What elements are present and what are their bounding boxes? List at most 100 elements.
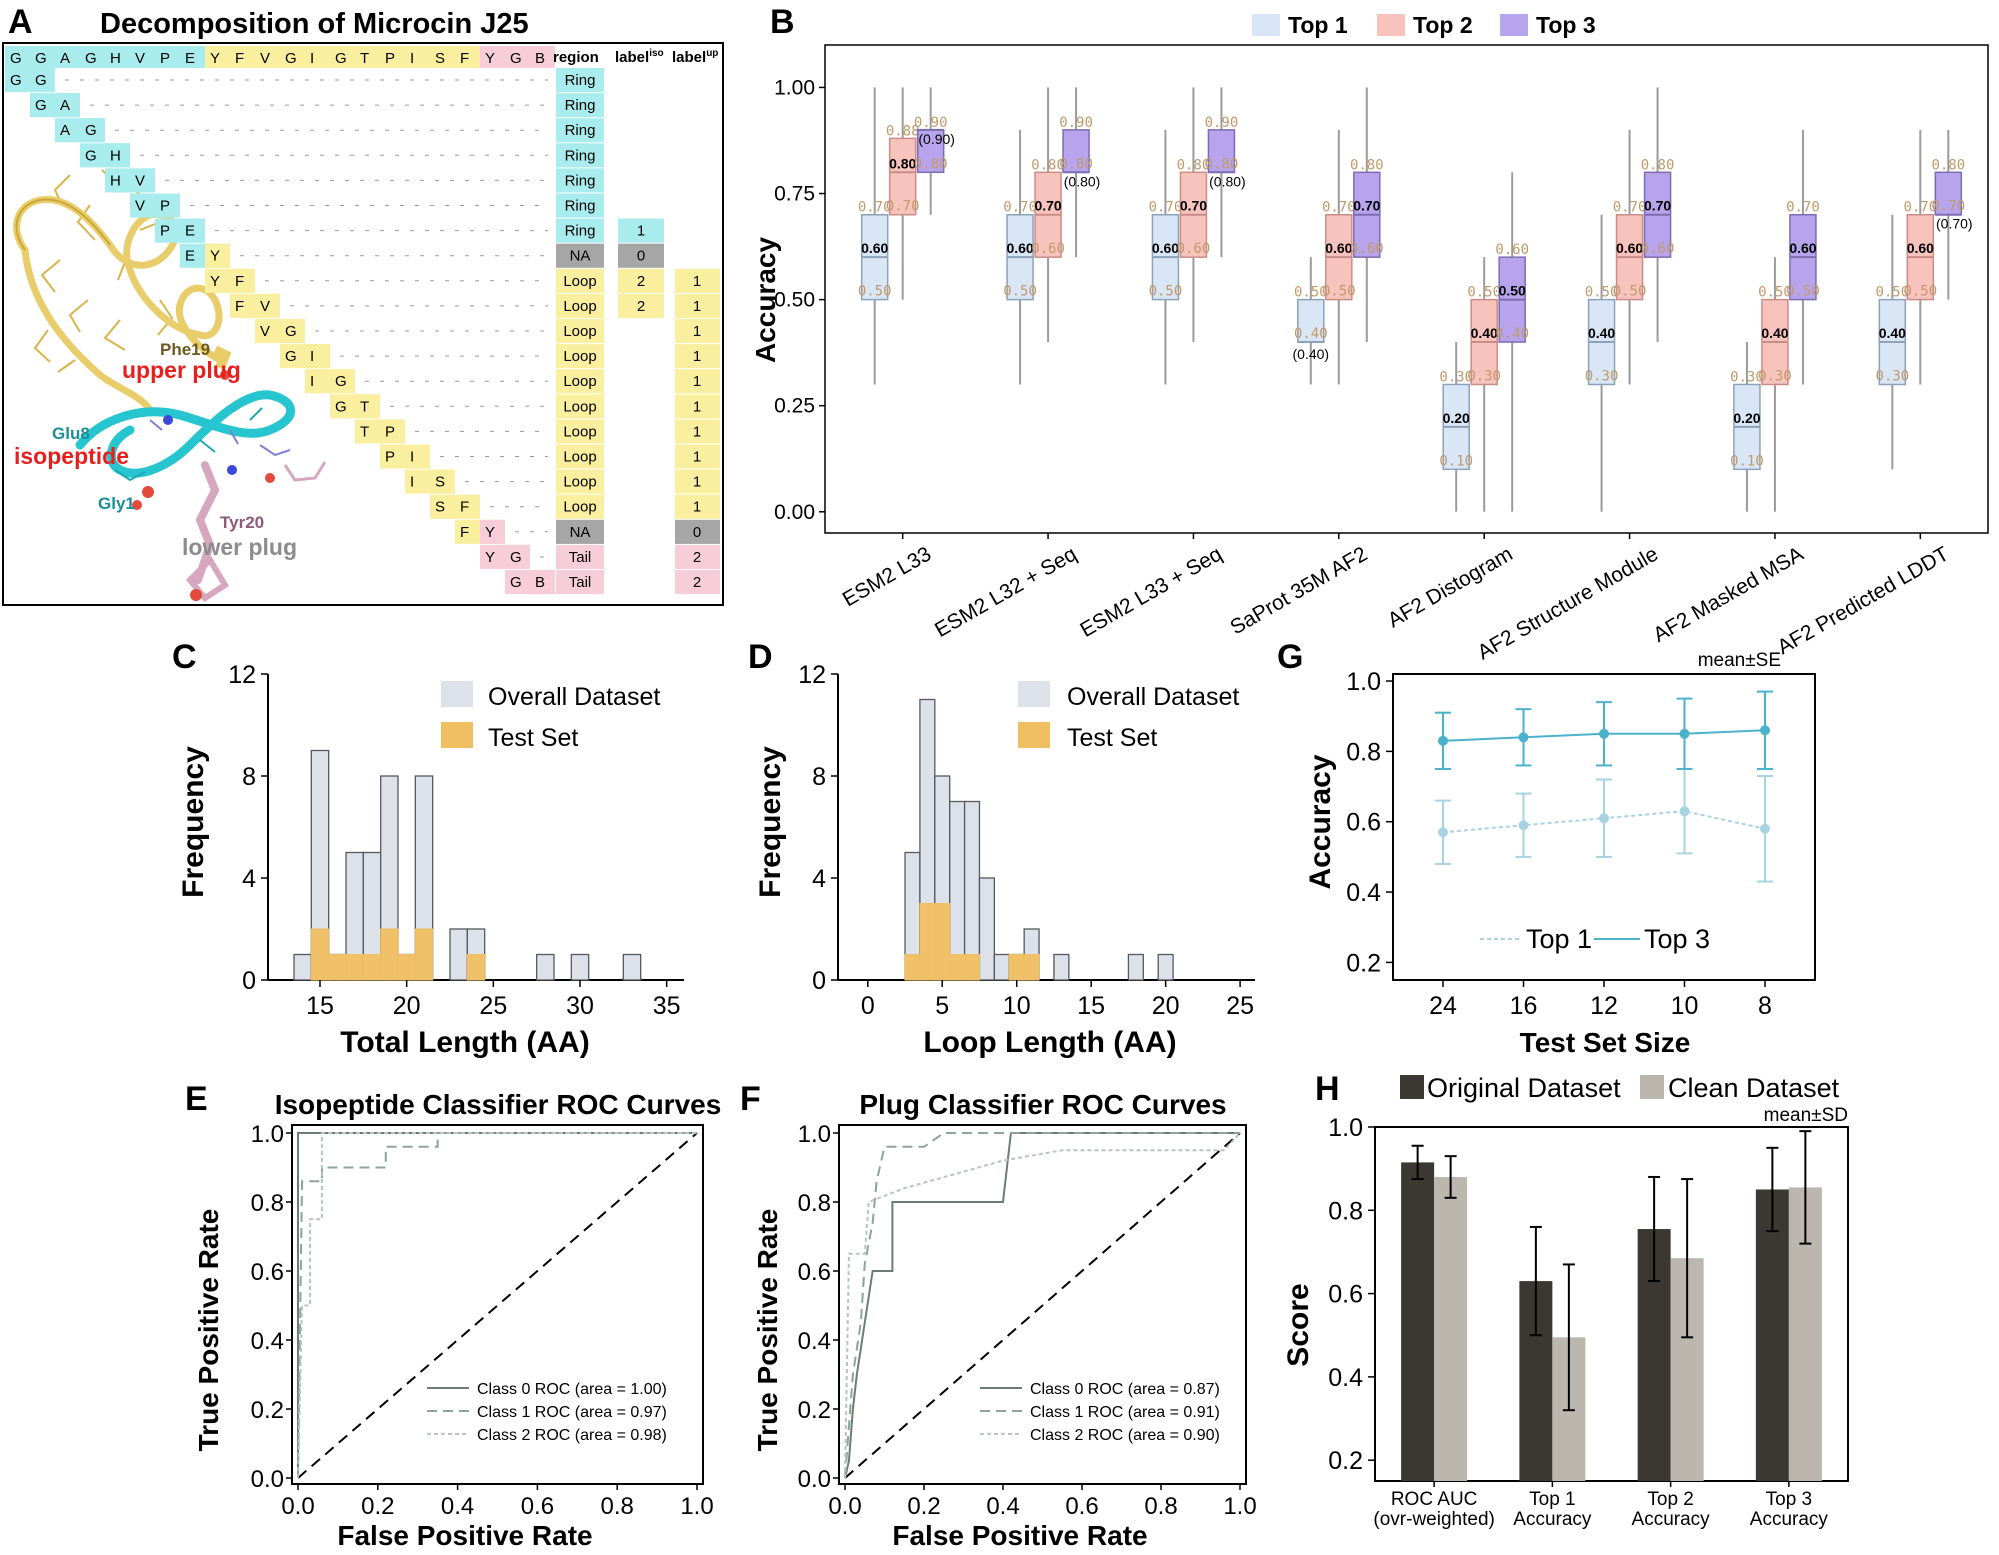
pair-cell [530, 570, 555, 595]
y-tick-label: 0 [812, 967, 826, 995]
y-tick-label: 0.50 [774, 289, 815, 312]
pair-residue-2: E [185, 223, 195, 240]
region-label: Tail [569, 574, 592, 591]
q3-label: 0.90 [914, 115, 948, 131]
y-tick-label: 0.75 [774, 183, 815, 206]
sequence-residue: F [235, 50, 244, 67]
sequence-cell [380, 46, 405, 68]
region-cell [556, 93, 604, 118]
q1-label: 0.70 [1931, 199, 1965, 215]
panel-g: G mean±SE Accuracy Test Set Size 0.20.40… [1277, 638, 1816, 1058]
region-cell [556, 193, 604, 218]
pair-residue-1: F [235, 298, 244, 315]
legend-top1-g: Top 1 [1526, 924, 1592, 954]
sequence-residue: G [85, 50, 97, 67]
up-cell [675, 268, 720, 293]
legend-class-1: Class 1 ROC (area = 0.91) [1030, 1404, 1220, 1421]
sequence-cell [230, 46, 255, 68]
panel-h-ylabel: Score [1282, 1283, 1315, 1366]
microcin-structure-image [13, 169, 327, 602]
x-tick-label: AF2 Distogram [1384, 542, 1517, 632]
iso-label: 1 [637, 223, 645, 240]
legend-class-2: Class 2 ROC (area = 0.90) [1030, 1427, 1220, 1444]
x-tick-label: 25 [1226, 992, 1254, 1020]
pair-residue-1: G [35, 97, 47, 114]
data-point [1518, 820, 1529, 831]
test-bar [328, 954, 347, 981]
q3-label: 0.50 [1585, 285, 1619, 301]
q1-label: 0.80 [1059, 156, 1093, 172]
y-tick-label: 1.0 [798, 1121, 831, 1148]
y-tick-label: 0.0 [251, 1466, 284, 1493]
q1-label: 0.80 [914, 156, 948, 172]
overall-bar [978, 877, 996, 981]
median-label: 0.80 [889, 155, 916, 171]
median-label: 0.70 [1353, 198, 1380, 214]
up-cell [675, 293, 720, 318]
tyr20-label: Tyr20 [220, 513, 264, 532]
pair-cell [430, 469, 455, 494]
pair-residue-1: I [410, 474, 414, 491]
panel-h-axes [1374, 1126, 1849, 1482]
sequence-residue: S [435, 50, 445, 67]
median-label: 0.50 [1499, 283, 1526, 299]
q1-label: 0.10 [1439, 453, 1473, 469]
up-label: 1 [693, 298, 701, 315]
pair-residue-2: Y [485, 524, 495, 541]
pair-residue-1: G [510, 574, 522, 591]
legend-h: Original Dataset Clean Dataset [1400, 1073, 1840, 1103]
legend-class-2: Class 2 ROC (area = 0.98) [477, 1427, 667, 1444]
x-tick-label: 0.8 [601, 1493, 634, 1520]
pair-residue-2: V [135, 172, 145, 189]
panel-label-h: H [1315, 1070, 1340, 1108]
sequence-cell [205, 46, 230, 68]
sequence-residue: B [535, 50, 545, 67]
region-label: Loop [563, 423, 596, 440]
iso-cell [618, 243, 664, 268]
x-tick-label: 1.0 [1223, 1493, 1256, 1520]
up-cell [675, 570, 720, 595]
test-bar [1023, 954, 1040, 981]
x-tick-label: AF2 Masked MSA [1649, 542, 1807, 647]
sequence-residue: I [410, 50, 414, 67]
legend-b: Top 1 Top 2 Top 3 [1252, 12, 1596, 38]
up-label: 0 [693, 524, 701, 541]
x-tick-label: 0.4 [441, 1493, 474, 1520]
roc-curve-class-0 [297, 1132, 697, 1478]
legend-top1: Top 1 [1288, 12, 1348, 38]
panel-a-title: Decomposition of Microcin J25 [100, 8, 529, 40]
chance-diagonal [844, 1132, 1241, 1479]
box [1934, 171, 1963, 216]
y-tick-label: 1.00 [774, 76, 815, 99]
pair-cell [155, 193, 180, 218]
y-tick-label: 0.2 [251, 1397, 284, 1424]
y-tick-label: 0.2 [1328, 1447, 1363, 1475]
sequence-residue: E [185, 50, 195, 67]
x-tick-label: (ovr-weighted) [1373, 1509, 1494, 1530]
y-tick-label: 0.8 [1346, 738, 1381, 766]
panel-d: D Frequency Loop Length (AA) 0 4 8 12 0 5 10 15… [748, 638, 1255, 1059]
panel-f-title: Plug Classifier ROC Curves [859, 1089, 1226, 1120]
up-label: 1 [693, 423, 701, 440]
q1-label: 0.60 [1641, 241, 1675, 257]
region-label: Ring [565, 172, 596, 189]
legend-overall-d: Overall Dataset [1067, 683, 1239, 711]
q3-label: 0.80 [1931, 157, 1965, 173]
overall-bar [949, 800, 966, 981]
q3-label: 0.90 [1205, 115, 1239, 131]
pair-cell [80, 118, 105, 143]
region-label: Ring [565, 122, 596, 139]
up-cell [675, 544, 720, 569]
region-cell [556, 570, 604, 595]
median-label: 0.20 [1733, 410, 1760, 426]
panel-b-ylabel: Accuracy [750, 237, 781, 364]
roc-curve-class-2 [844, 1132, 1241, 1479]
region-label: Ring [565, 72, 596, 89]
pair-cell [405, 444, 430, 469]
data-point [1518, 732, 1529, 743]
data-point [1599, 728, 1609, 739]
q3-label: 0.50 [1467, 285, 1501, 301]
box [916, 129, 945, 174]
test-bar [345, 954, 364, 981]
region-cell [556, 218, 604, 243]
